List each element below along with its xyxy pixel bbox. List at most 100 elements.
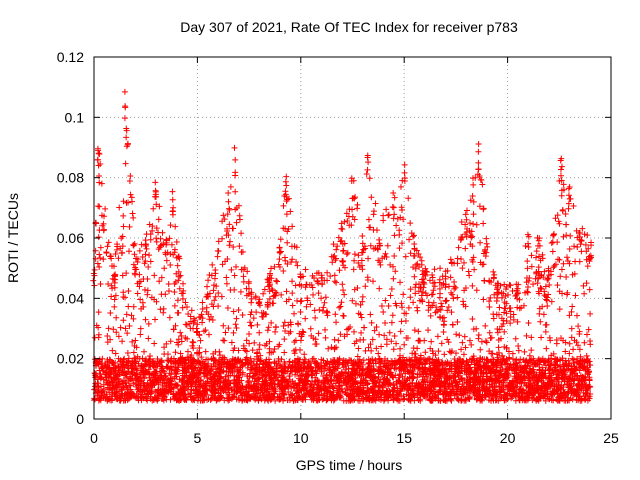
data-point bbox=[112, 292, 119, 299]
data-point bbox=[172, 349, 179, 356]
data-point bbox=[218, 293, 225, 300]
data-point bbox=[556, 220, 563, 227]
data-point bbox=[268, 265, 275, 272]
data-point bbox=[162, 373, 169, 380]
data-point bbox=[220, 212, 227, 219]
data-point bbox=[202, 348, 209, 355]
data-point bbox=[572, 292, 579, 299]
data-point bbox=[576, 328, 583, 335]
data-point bbox=[482, 338, 489, 345]
data-point bbox=[243, 348, 250, 355]
data-point bbox=[271, 360, 278, 367]
data-point bbox=[580, 282, 587, 289]
data-point bbox=[397, 328, 404, 335]
data-point bbox=[158, 291, 165, 298]
data-point bbox=[528, 263, 535, 270]
data-point bbox=[377, 261, 384, 268]
data-point bbox=[184, 348, 191, 355]
data-point bbox=[282, 178, 289, 185]
data-point bbox=[487, 294, 494, 301]
data-point bbox=[137, 278, 144, 285]
data-point bbox=[569, 303, 576, 310]
data-point bbox=[325, 345, 332, 352]
data-point bbox=[236, 212, 243, 219]
data-point bbox=[289, 256, 296, 263]
data-point bbox=[240, 273, 247, 280]
data-point bbox=[274, 278, 281, 285]
data-point bbox=[288, 243, 295, 250]
data-point bbox=[393, 340, 400, 347]
data-point bbox=[352, 300, 359, 307]
data-point bbox=[417, 397, 424, 404]
data-point bbox=[331, 272, 338, 279]
data-point bbox=[407, 220, 414, 227]
data-point bbox=[498, 294, 505, 301]
data-point bbox=[126, 382, 133, 389]
data-point bbox=[116, 204, 123, 211]
data-point bbox=[208, 355, 215, 362]
data-point bbox=[155, 229, 162, 236]
data-point bbox=[209, 261, 216, 268]
data-point bbox=[286, 373, 293, 380]
data-point bbox=[281, 349, 288, 356]
data-point bbox=[524, 258, 531, 265]
data-point bbox=[587, 338, 594, 345]
data-point bbox=[485, 387, 492, 394]
data-point bbox=[495, 336, 502, 343]
data-point bbox=[215, 303, 222, 310]
data-point bbox=[559, 207, 566, 214]
data-point bbox=[152, 388, 159, 395]
data-point bbox=[281, 319, 288, 326]
data-point bbox=[104, 243, 111, 250]
data-point bbox=[448, 309, 455, 316]
data-point bbox=[185, 310, 192, 317]
data-point bbox=[542, 321, 549, 328]
data-point bbox=[393, 222, 400, 229]
data-point bbox=[219, 261, 226, 268]
data-point bbox=[384, 242, 391, 249]
data-point bbox=[281, 391, 288, 398]
data-point bbox=[188, 307, 195, 314]
data-point bbox=[337, 303, 344, 310]
data-point bbox=[368, 319, 375, 326]
data-point bbox=[586, 286, 593, 293]
data-point bbox=[221, 216, 228, 223]
data-point bbox=[312, 364, 319, 371]
data-point bbox=[459, 339, 466, 346]
data-point bbox=[107, 310, 114, 317]
data-point bbox=[298, 387, 305, 394]
data-point bbox=[287, 328, 294, 335]
data-point bbox=[155, 246, 162, 253]
data-point bbox=[465, 268, 472, 275]
data-point bbox=[105, 280, 112, 287]
data-point bbox=[449, 321, 456, 328]
data-point bbox=[266, 295, 273, 302]
data-point bbox=[125, 287, 132, 294]
data-point bbox=[167, 262, 174, 269]
data-point bbox=[496, 304, 503, 311]
data-point bbox=[292, 337, 299, 344]
data-point bbox=[429, 291, 436, 298]
data-point bbox=[224, 304, 231, 311]
data-point bbox=[330, 253, 337, 260]
data-point bbox=[391, 252, 398, 259]
data-point bbox=[95, 234, 102, 241]
data-point bbox=[471, 361, 478, 368]
data-point bbox=[550, 231, 557, 238]
data-point bbox=[367, 311, 374, 318]
data-point bbox=[189, 338, 196, 345]
data-point bbox=[312, 341, 319, 348]
data-point bbox=[566, 312, 573, 319]
data-point bbox=[388, 285, 395, 292]
data-point bbox=[174, 262, 181, 269]
data-point bbox=[228, 339, 235, 346]
data-point bbox=[460, 259, 467, 266]
data-point bbox=[278, 291, 285, 298]
data-point bbox=[199, 319, 206, 326]
data-point bbox=[370, 278, 377, 285]
data-point bbox=[381, 332, 388, 339]
data-point bbox=[356, 356, 363, 363]
data-point bbox=[473, 287, 480, 294]
data-point bbox=[256, 346, 263, 353]
data-point bbox=[137, 325, 144, 332]
